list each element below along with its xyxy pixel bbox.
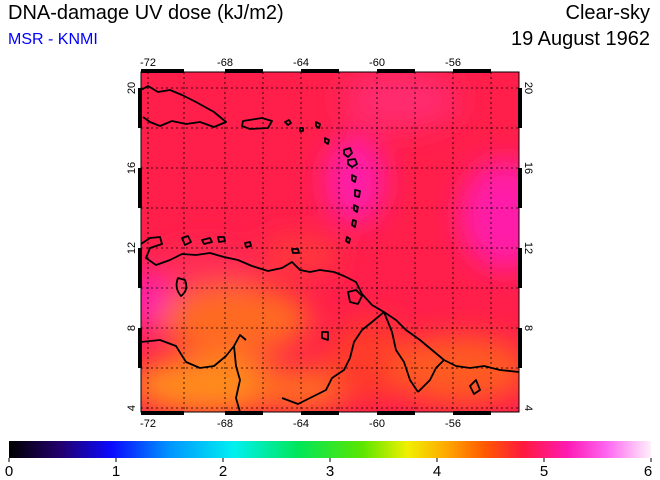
graticule — [141, 72, 519, 412]
colorbar-tick: 4 — [433, 463, 441, 480]
lat-ticks-right: 4 8 12 16 20 — [522, 82, 534, 411]
colorbar-tick: 6 — [644, 463, 652, 480]
lon-tick: -64 — [293, 57, 309, 69]
colorbar-tick: 1 — [112, 463, 120, 480]
sky-condition-label: Clear-sky — [565, 2, 650, 24]
lon-tick: -72 — [140, 57, 156, 69]
lon-tick: -60 — [369, 418, 385, 430]
colorbar-tick: 2 — [219, 463, 227, 480]
colorbar-gradient — [9, 441, 651, 458]
lat-tick: 12 — [126, 242, 138, 254]
lon-ticks-top: -72 -68 -64 -60 -56 — [140, 57, 461, 69]
lat-tick: 12 — [522, 242, 534, 254]
lat-tick: 4 — [126, 405, 138, 411]
lat-tick: 20 — [522, 82, 534, 94]
colorbar-tick: 5 — [540, 463, 548, 480]
lon-tick: -64 — [293, 418, 309, 430]
lat-tick: 8 — [126, 325, 138, 331]
date-label: 19 August 1962 — [510, 28, 650, 50]
lon-tick: -60 — [369, 57, 385, 69]
colorbar-tick: 3 — [326, 463, 334, 480]
lon-tick: -68 — [217, 418, 233, 430]
lon-tick: -72 — [140, 418, 156, 430]
map-frame-ticks — [138, 69, 522, 415]
source-label: MSR - KNMI — [8, 31, 98, 48]
uv-dose-field — [141, 72, 519, 412]
colorbar: 0 1 2 3 4 5 6 — [5, 441, 652, 480]
lon-tick: -68 — [217, 57, 233, 69]
colorbar-tick: 0 — [5, 463, 13, 480]
map-title: DNA-damage UV dose (kJ/m2) — [8, 2, 284, 24]
lat-tick: 4 — [522, 405, 534, 411]
lat-tick: 16 — [522, 162, 534, 174]
lat-tick: 20 — [126, 82, 138, 94]
lon-tick: -56 — [445, 418, 461, 430]
lat-ticks-left: 4 8 12 16 20 — [126, 82, 138, 411]
lon-tick: -56 — [445, 57, 461, 69]
lon-ticks-bottom: -72 -68 -64 -60 -56 — [140, 418, 461, 430]
lat-tick: 8 — [522, 325, 534, 331]
lat-tick: 16 — [126, 162, 138, 174]
